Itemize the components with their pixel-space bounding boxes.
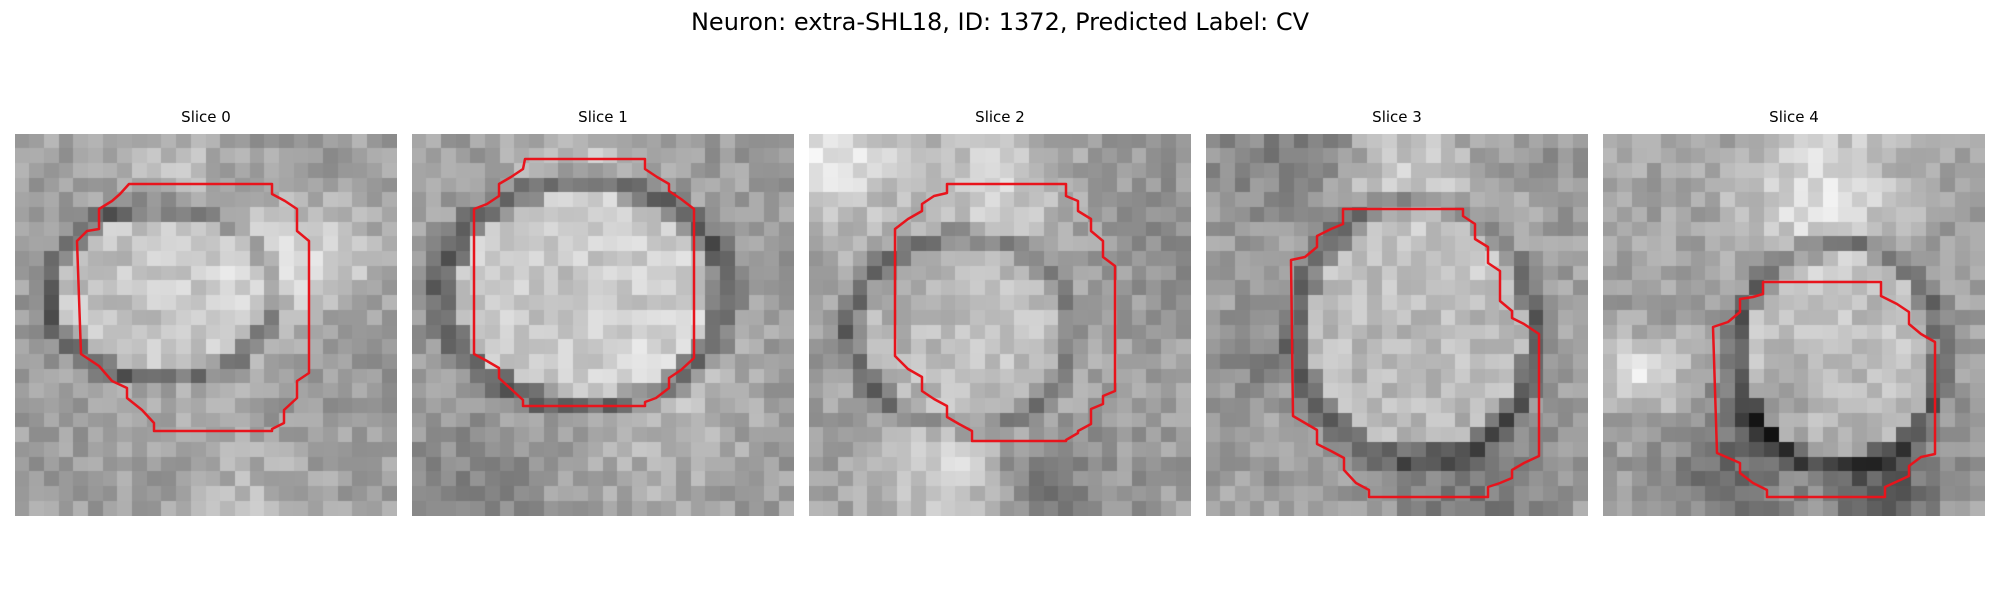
slice-1-image — [412, 134, 794, 516]
slice-0-image — [15, 134, 397, 516]
slice-4-roi-contour — [1711, 280, 1937, 499]
slice-3-panel: Slice 3 — [1206, 108, 1588, 516]
slice-2-image — [809, 134, 1191, 516]
slice-4-title: Slice 4 — [1769, 108, 1819, 126]
slice-2-roi-contour — [893, 182, 1117, 443]
slice-3-roi-contour — [1289, 207, 1541, 499]
slice-4-image — [1603, 134, 1985, 516]
slice-0-title: Slice 0 — [181, 108, 231, 126]
slice-0-roi-contour — [75, 182, 311, 433]
slice-1-roi-contour — [472, 157, 696, 408]
slice-4-panel: Slice 4 — [1603, 108, 1985, 516]
slice-2-panel: Slice 2 — [809, 108, 1191, 516]
slice-1-panel: Slice 1 — [412, 108, 794, 516]
slice-0-panel: Slice 0 — [15, 108, 397, 516]
slice-2-title: Slice 2 — [975, 108, 1025, 126]
figure-title: Neuron: extra-SHL18, ID: 1372, Predicted… — [690, 8, 1310, 36]
slice-1-title: Slice 1 — [578, 108, 628, 126]
slice-3-title: Slice 3 — [1372, 108, 1422, 126]
